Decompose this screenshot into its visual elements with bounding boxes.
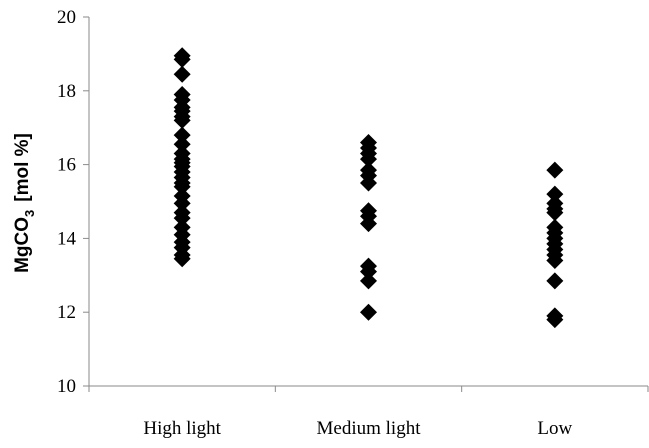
data-point-diamond (546, 272, 564, 290)
y-axis-title-unit: [mol %] (12, 133, 33, 202)
y-axis-title-subscript: 3 (22, 210, 37, 217)
data-point-diamond (360, 303, 377, 321)
data-point-diamond (546, 161, 564, 179)
data-point-diamond (360, 263, 377, 281)
y-axis-ticks: 10 12 14 16 18 20 (57, 7, 89, 397)
data-point-diamond (173, 50, 191, 68)
data-point-diamond (173, 194, 191, 212)
svg-text:MgCO3[mol %]: MgCO3 [mol %] (12, 133, 37, 273)
data-point-diamond (173, 209, 191, 227)
y-tick-label: 20 (57, 7, 76, 28)
data-point-diamond (360, 174, 377, 192)
data-point-diamond (546, 204, 564, 222)
data-point-diamond (546, 252, 564, 270)
data-point-diamond (173, 111, 191, 129)
y-tick-label: 16 (57, 155, 76, 176)
data-point-diamond (360, 150, 377, 168)
y-tick-label: 14 (57, 228, 77, 249)
data-point-diamond (360, 215, 377, 233)
data-points (173, 47, 564, 329)
y-axis-title-main: MgCO (12, 217, 33, 273)
data-point-diamond (360, 272, 377, 290)
data-point-diamond (173, 250, 191, 268)
y-axis-title: MgCO3 [mol %] (12, 133, 37, 273)
x-category-label: Low (537, 418, 572, 439)
x-category-label: High light (143, 418, 221, 439)
data-point-diamond (173, 126, 191, 144)
y-tick-label: 10 (57, 376, 76, 397)
x-axis-category-labels: High light Medium light Low (88, 386, 649, 439)
data-point-diamond (173, 65, 191, 83)
data-point-diamond (173, 178, 191, 196)
data-point-diamond (546, 311, 564, 329)
y-tick-label: 12 (57, 302, 76, 323)
x-category-label: Medium light (317, 418, 422, 439)
data-point-diamond (546, 185, 564, 203)
y-tick-label: 18 (57, 81, 76, 102)
data-point-diamond (173, 135, 191, 153)
